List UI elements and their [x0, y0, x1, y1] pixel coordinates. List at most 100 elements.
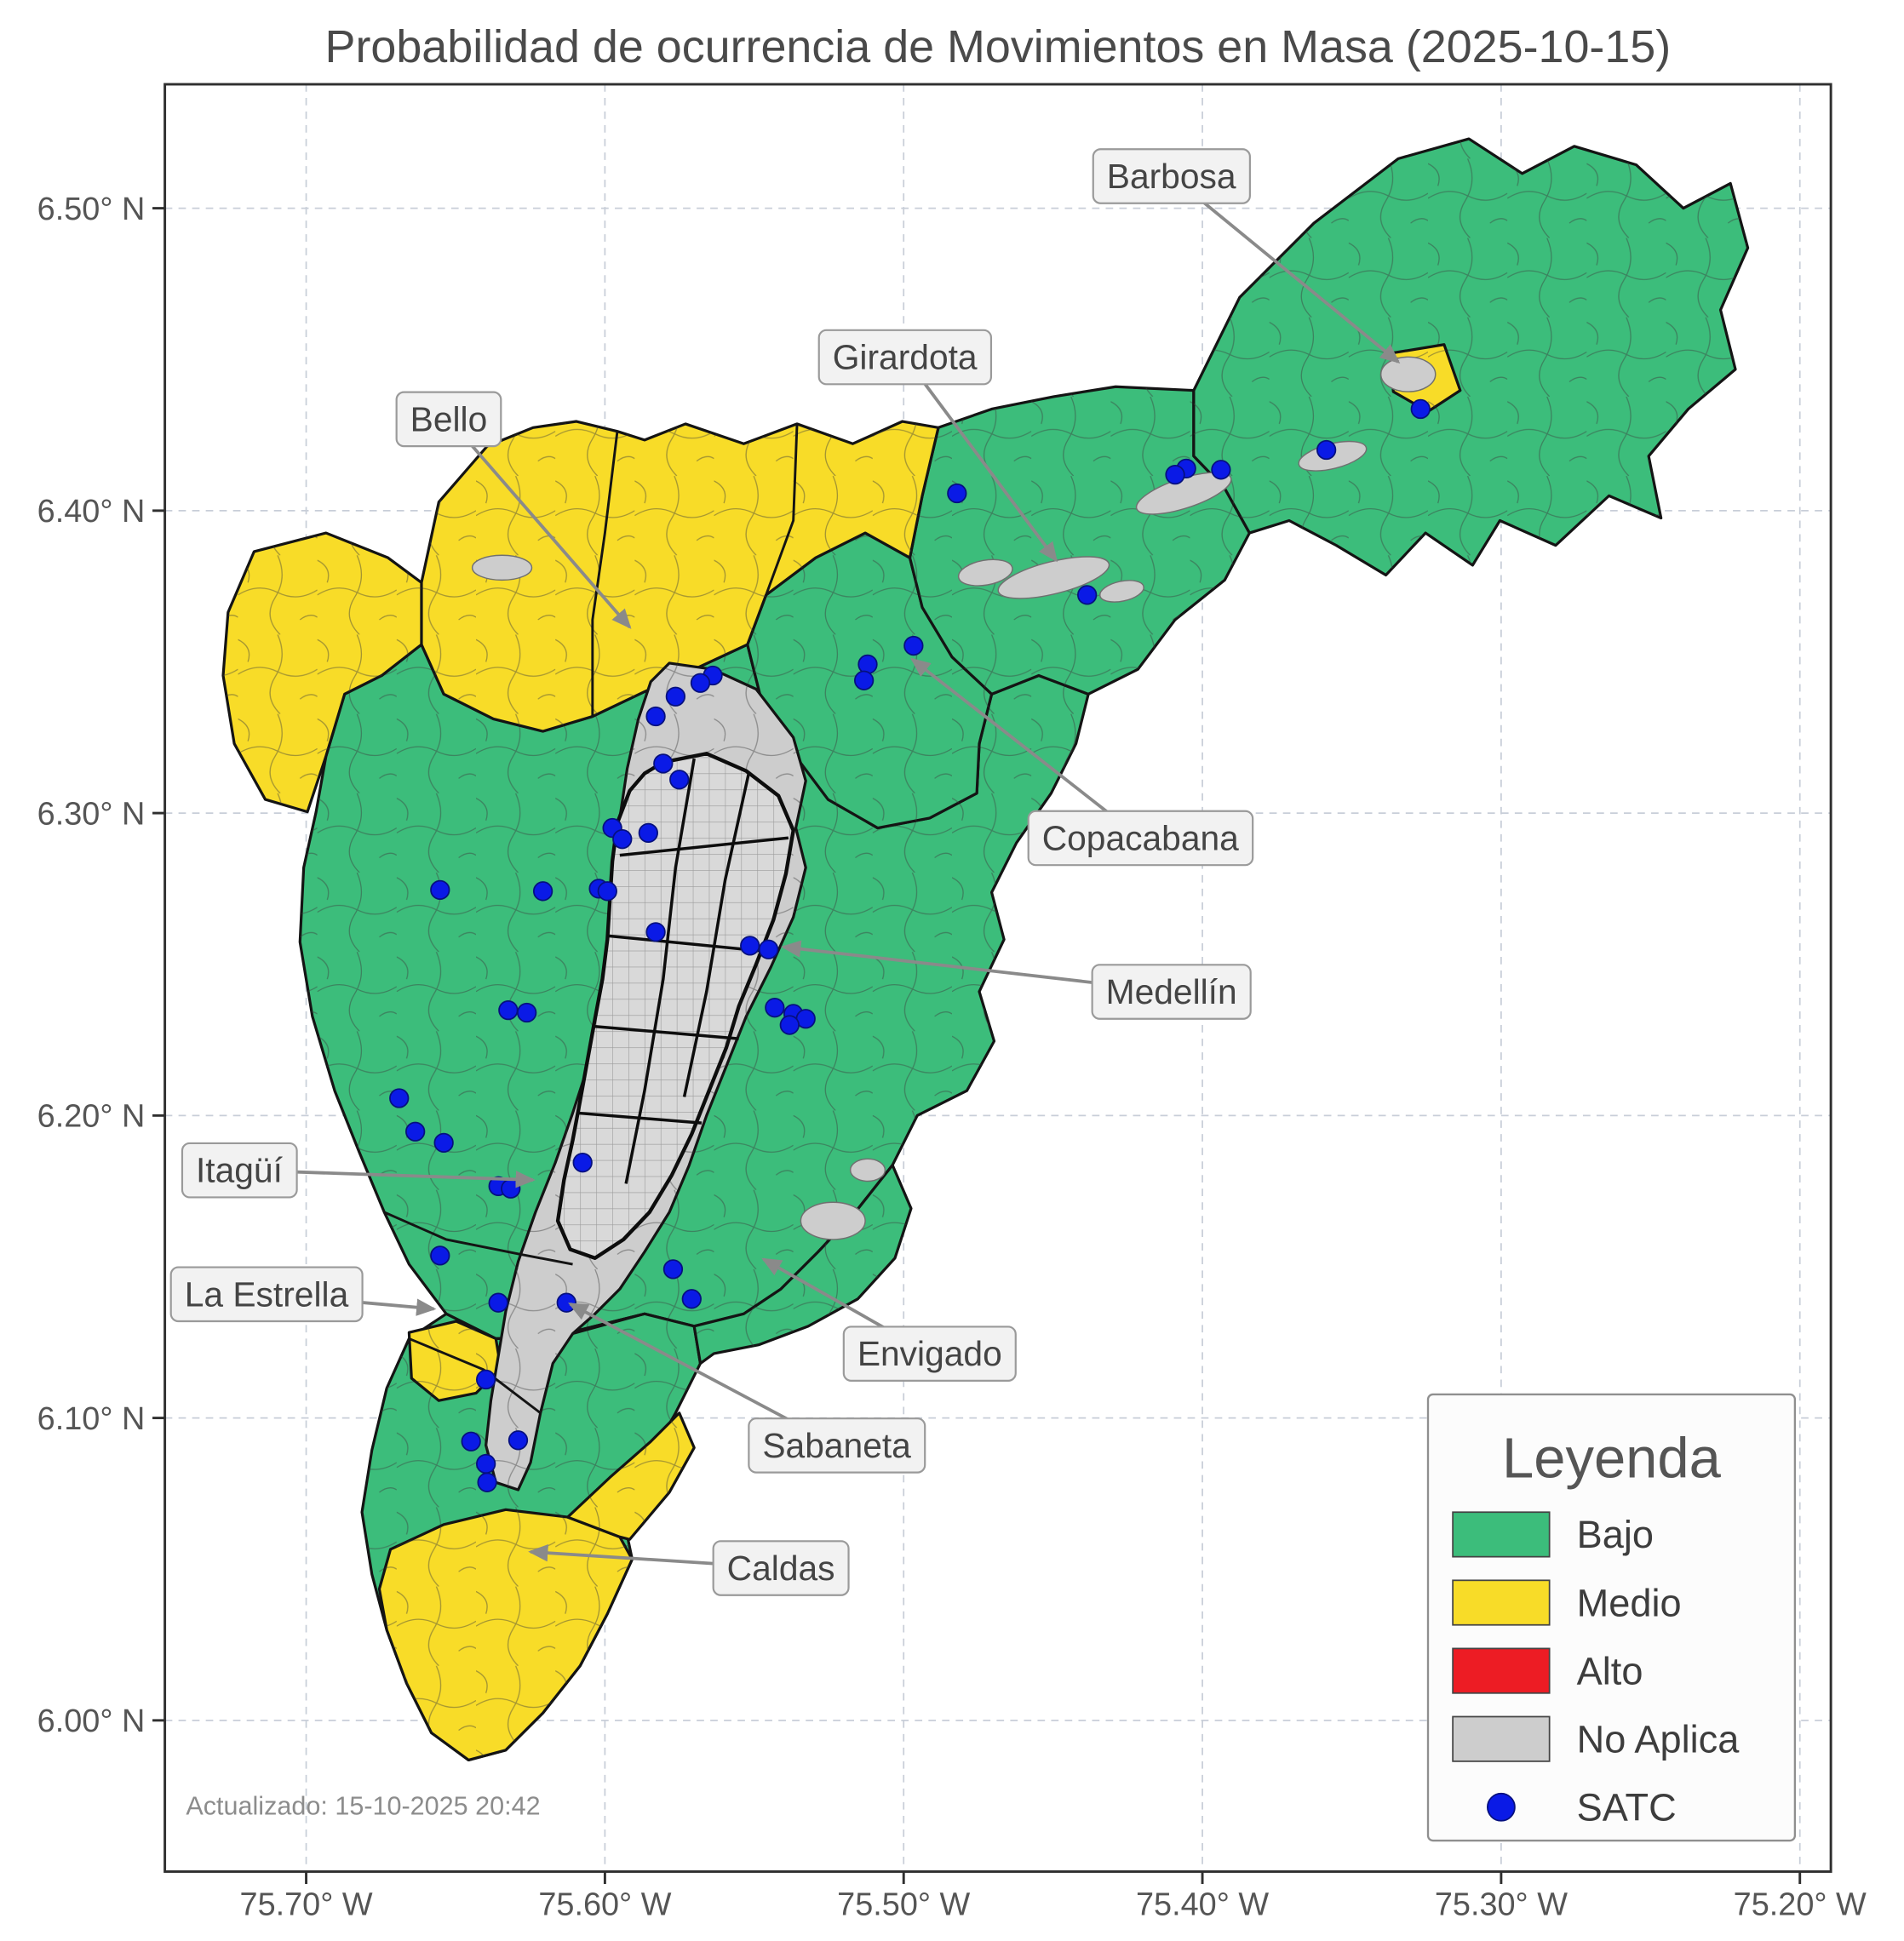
satc-station-point [501, 1178, 521, 1199]
annotation-box [1091, 964, 1252, 1020]
satc-station-point [597, 881, 617, 902]
no-aplica-patches-layer [471, 356, 1437, 1240]
annotation-box [817, 329, 993, 386]
no-aplica-patch [957, 558, 1013, 587]
annotation-label-la-estrella: La Estrella [185, 1274, 349, 1314]
annotation-box [395, 391, 502, 448]
satc-station-point [645, 922, 666, 942]
satc-station-point [532, 881, 553, 902]
annotation-label-itag-: Itagüí [196, 1151, 284, 1190]
satc-station-point [857, 654, 878, 675]
y-tick-label: 6.10° N [37, 1401, 146, 1437]
legend-label-alto: Alto [1577, 1649, 1643, 1692]
annotation-box [842, 1325, 1017, 1382]
legend-title: Leyenda [1502, 1426, 1722, 1490]
annotation-box [1092, 148, 1251, 204]
satc-station-point [1211, 460, 1231, 480]
annotation-arrow-girardota [903, 356, 1058, 563]
y-tick-label: 6.00° N [37, 1703, 146, 1739]
annotation-label-barbosa: Barbosa [1107, 157, 1236, 196]
satc-station-point [645, 706, 666, 727]
no-aplica-patch [471, 554, 533, 581]
satc-station-point [653, 753, 674, 774]
satc-station-point [498, 999, 519, 1021]
municipality-border-line [408, 1337, 542, 1414]
municipality-border-line [765, 423, 799, 596]
no-aplica-patch [800, 1201, 866, 1240]
satc-station-point [665, 686, 686, 707]
annotation-box [169, 1266, 364, 1323]
satc-station-point [662, 1259, 684, 1280]
legend-swatch-no_aplica [1452, 1715, 1551, 1762]
annotations-layer: Barbosa Girardota Bello Copacabana Medellín I… [169, 148, 1401, 1596]
satc-stations-layer [389, 398, 1431, 1492]
annotation-label-medell-n: Medellín [1106, 972, 1237, 1011]
legend-swatch-satc [1487, 1792, 1516, 1822]
satc-station-point [389, 1088, 410, 1108]
updated-timestamp: Actualizado: 15-10-2025 20:42 [186, 1791, 540, 1820]
no-aplica-patch [1379, 356, 1437, 392]
legend-label-satc: SATC [1577, 1786, 1677, 1829]
annotation-label-caldas: Caldas [727, 1549, 835, 1588]
annotation-label-sabaneta: Sabaneta [762, 1426, 911, 1465]
satc-station-point [681, 1289, 702, 1309]
y-tick-label: 6.50° N [37, 192, 146, 227]
region-texture [909, 386, 1250, 695]
satc-station-point [433, 1132, 454, 1154]
comuna-border-line [624, 758, 696, 1184]
satc-station-point [903, 635, 924, 656]
municipality-border-line [591, 431, 619, 717]
satc-station-point [572, 1153, 593, 1173]
x-tick-label: 75.50° W [837, 1887, 970, 1922]
satc-station-point [765, 998, 785, 1018]
annotation-arrow-bello [447, 417, 632, 629]
legend-label-bajo: Bajo [1577, 1513, 1654, 1556]
satc-station-point [690, 673, 711, 693]
annotation-label-envigado: Envigado [857, 1334, 1002, 1373]
annotation-label-copacabana: Copacabana [1042, 818, 1239, 857]
legend-swatch-alto [1452, 1647, 1551, 1694]
satc-station-point [517, 1002, 537, 1023]
satc-station-point [1410, 398, 1431, 420]
region-texture [567, 1412, 695, 1540]
region-texture [379, 1509, 633, 1761]
legend-swatch-bajo [1452, 1511, 1551, 1558]
y-tick-label: 6.20° N [37, 1099, 146, 1135]
satc-station-point [1077, 585, 1098, 605]
comuna-border-line [619, 836, 789, 857]
x-tick-label: 75.30° W [1435, 1887, 1568, 1922]
plot-frame [163, 83, 1832, 1873]
comuna-border-line [592, 1024, 739, 1040]
satc-station-point [779, 1015, 800, 1035]
satc-station-point [556, 1292, 576, 1313]
region-texture [421, 421, 938, 732]
satc-station-point [758, 939, 779, 959]
annotation-box [1027, 810, 1254, 867]
satc-station-point [740, 936, 760, 956]
satc-station-point [477, 1472, 497, 1492]
annotation-arrow-barbosa [1170, 175, 1401, 364]
region-texture [223, 533, 422, 812]
satc-station-point [669, 770, 690, 790]
municipality-border-line [519, 1211, 537, 1255]
satc-station-point [405, 1121, 426, 1142]
no-aplica-patch [1098, 580, 1144, 603]
legend-items: Bajo Medio Alto No Aplica SATC [1452, 1511, 1740, 1829]
annotation-box [181, 1142, 298, 1199]
satc-station-point [461, 1431, 481, 1451]
legend-label-medio: Medio [1577, 1581, 1682, 1624]
annotation-box [748, 1417, 926, 1474]
satc-station-point [947, 483, 967, 504]
page-title: Probabilidad de ocurrencia de Movimiento… [325, 21, 1672, 72]
satc-station-point [488, 1292, 508, 1313]
legend: Leyenda Bajo Medio Alto No Aplica SATC [1426, 1393, 1797, 1842]
x-tick-label: 75.20° W [1734, 1887, 1867, 1922]
satc-station-point [476, 1369, 496, 1390]
annotation-box [712, 1540, 850, 1596]
y-tick-label: 6.40° N [37, 494, 146, 530]
urban-mesh-layer [555, 752, 795, 1260]
satc-station-point [638, 822, 658, 844]
satc-station-point [612, 829, 633, 850]
